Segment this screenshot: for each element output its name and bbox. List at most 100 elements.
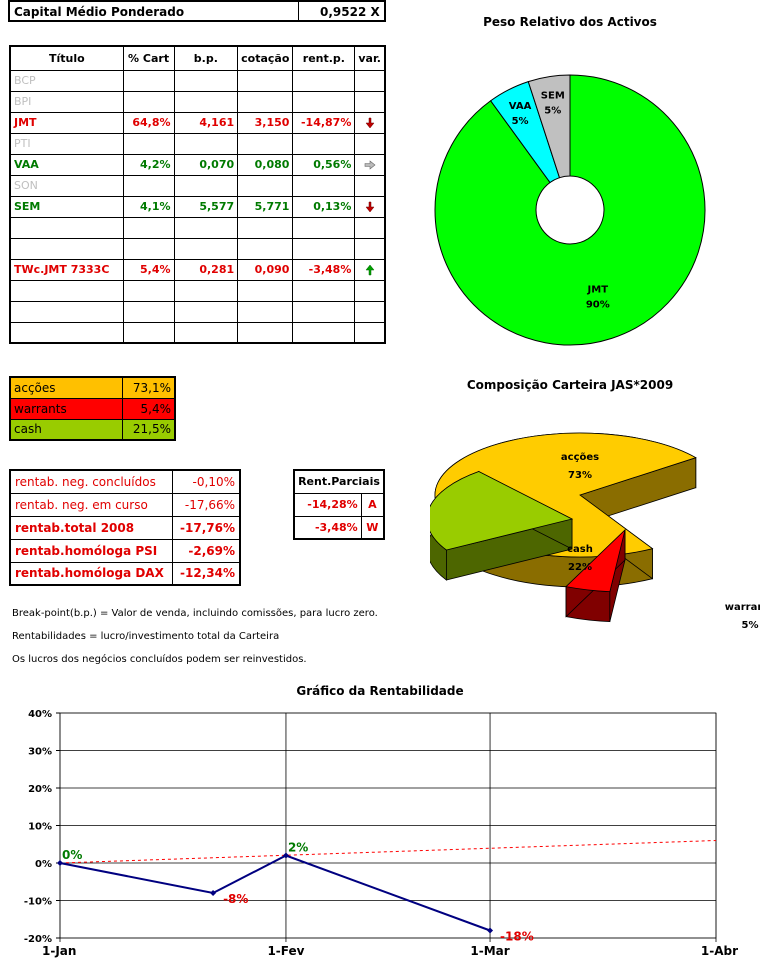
col-header: % Cart <box>122 45 175 71</box>
var-cell <box>354 300 386 323</box>
returns-table: rentab. neg. concluídos -0,10% rentab. neg… <box>9 469 241 586</box>
returns-value: -17,66% <box>171 492 241 517</box>
returns-label: rentab.total 2008 <box>9 515 173 540</box>
value-cell: 5,577 <box>173 195 239 218</box>
title-name-cell: JMT <box>9 111 124 134</box>
x-tick-label: 1-Jan <box>42 944 76 958</box>
title-name-cell <box>9 321 124 344</box>
var-cell <box>354 69 386 92</box>
table-row <box>9 300 386 323</box>
capital-label: Capital Médio Ponderado <box>14 5 185 19</box>
value-cell: 0,281 <box>173 258 239 281</box>
value-cell: -14,87% <box>292 111 356 134</box>
returns-label: rentab.homóloga PSI <box>9 538 173 563</box>
value-cell: 64,8% <box>122 111 175 134</box>
slice-value: 5% <box>544 105 561 116</box>
value-cell <box>173 321 239 344</box>
y-tick-label: 0% <box>35 859 52 870</box>
data-point <box>487 927 494 934</box>
arrow-up-icon <box>354 258 386 281</box>
value-cell <box>173 132 239 155</box>
slice-label: acções <box>561 452 599 463</box>
arrow-down-icon <box>354 111 386 134</box>
title-name-cell: PTI <box>9 132 124 155</box>
value-cell <box>237 216 294 239</box>
slice-value: 5% <box>512 116 529 127</box>
value-cell <box>173 90 239 113</box>
value-cell <box>292 174 356 197</box>
note-lucros: Os lucros dos negócios concluídos podem … <box>12 654 307 665</box>
col-header: Título <box>9 45 124 71</box>
slice-label: VAA <box>509 101 532 112</box>
titles-table: Título % Cart b.p. cotação rent.p. var. … <box>9 45 386 344</box>
col-header: rent.p. <box>292 45 356 71</box>
arrow-down-icon <box>354 195 386 218</box>
col-header: cotação <box>237 45 294 71</box>
slice-label: cash <box>567 544 593 555</box>
value-cell <box>292 300 356 323</box>
slice-cash <box>430 471 574 551</box>
x-tick-label: 1-Fev <box>267 944 304 958</box>
value-cell <box>237 300 294 323</box>
title-name-cell: BCP <box>9 69 124 92</box>
composition-label: warrants <box>9 397 123 420</box>
slice-value: 22% <box>568 562 592 573</box>
value-cell: 4,1% <box>122 195 175 218</box>
value-cell <box>237 69 294 92</box>
data-label: -18% <box>500 930 534 944</box>
title-name-cell <box>9 279 124 302</box>
returns-label: rentab.homóloga DAX <box>9 561 173 586</box>
slice-jmt <box>434 74 706 346</box>
value-cell <box>122 279 175 302</box>
value-cell <box>292 69 356 92</box>
var-cell <box>354 279 386 302</box>
capital-box: Capital Médio Ponderado 0,9522 X <box>8 0 386 22</box>
title-name-cell: BPI <box>9 90 124 113</box>
slice-value: 73% <box>568 470 592 481</box>
title-name-cell <box>9 300 124 323</box>
value-cell <box>237 132 294 155</box>
title-name-cell <box>9 237 124 260</box>
slice-value: 90% <box>586 300 610 311</box>
returns-line <box>59 854 491 932</box>
title-name-cell: SEM <box>9 195 124 218</box>
table-row <box>9 279 386 302</box>
value-cell <box>173 279 239 302</box>
slice-value: 5% <box>742 620 759 631</box>
table-row <box>9 216 386 239</box>
returns-row: rentab.total 2008 -17,76% <box>9 515 241 540</box>
doughnut-title: Peso Relativo dos Activos <box>483 15 657 29</box>
title-name-cell <box>9 216 124 239</box>
value-cell <box>292 279 356 302</box>
value-cell <box>292 321 356 344</box>
returns-row: rentab.homóloga DAX -12,34% <box>9 561 241 586</box>
data-point <box>57 860 63 866</box>
composition-value: 21,5% <box>121 418 176 441</box>
y-tick-label: 30% <box>28 747 52 758</box>
composition-table: acções 73,1% warrants 5,4% cash 21,5% <box>9 376 176 441</box>
data-point <box>282 852 289 859</box>
value-cell <box>292 132 356 155</box>
value-cell <box>292 237 356 260</box>
composition-label: cash <box>9 418 123 441</box>
value-cell: 5,771 <box>237 195 294 218</box>
slice-label: JMT <box>587 285 609 296</box>
y-tick-label: -20% <box>24 934 52 945</box>
value-cell: 0,080 <box>237 153 294 176</box>
table-row <box>9 321 386 344</box>
y-tick-label: -10% <box>24 897 52 908</box>
slice-sem <box>527 74 571 179</box>
var-cell <box>354 321 386 344</box>
partial-tag: A <box>360 492 385 517</box>
value-cell <box>173 216 239 239</box>
value-cell: 4,2% <box>122 153 175 176</box>
doughnut-chart: JMT 90% VAA 5% SEM 5% <box>434 74 706 346</box>
line-chart: 40% 30% 20% 10% 0% -10% -20%1-Jan 1-Fev 1-Mar 1-A… <box>24 709 738 958</box>
var-cell <box>354 216 386 239</box>
value-cell: 5,4% <box>122 258 175 281</box>
var-cell <box>354 174 386 197</box>
value-cell <box>122 300 175 323</box>
x-tick-label: 1-Abr <box>701 944 738 958</box>
value-cell: 3,150 <box>237 111 294 134</box>
y-tick-label: 40% <box>28 709 52 720</box>
